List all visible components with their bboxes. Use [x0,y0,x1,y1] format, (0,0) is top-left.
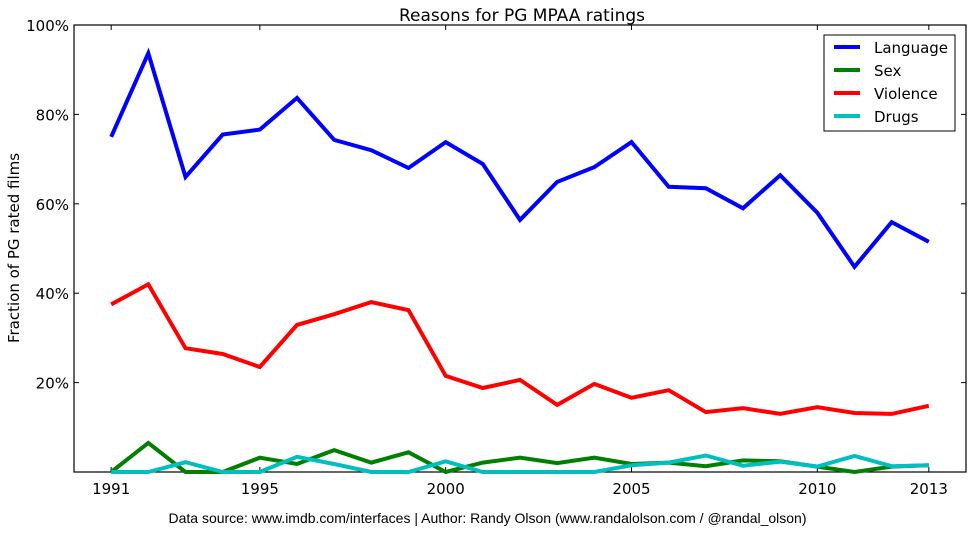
y-tick-label: 60% [36,196,69,214]
x-tick-label: 1995 [241,480,279,498]
y-tick-label: 80% [36,106,69,124]
footer-source: Data source: www.imdb.com/interfaces | A… [168,510,807,526]
y-tick-label: 20% [36,375,69,393]
legend: Language Sex Violence Drugs [823,34,956,132]
x-tick-label: 1991 [92,480,130,498]
series-lines [109,47,930,475]
y-tick-label: 40% [36,285,69,303]
series-line-violence [110,281,930,416]
legend-label-violence: Violence [874,85,938,103]
series-line-sex [109,440,929,475]
y-tick-label: 100% [26,17,69,35]
chart-title: Reasons for PG MPAA ratings [399,6,645,26]
series-line-language [109,47,930,271]
x-tick-label: 2013 [910,480,948,498]
series-line-drugs [111,453,929,474]
legend-label-sex: Sex [874,62,901,80]
legend-label-drugs: Drugs [874,108,919,126]
x-tick-label: 2005 [612,480,650,498]
legend-label-language: Language [874,39,948,57]
x-tick-label: 2010 [798,480,836,498]
y-axis-label: Fraction of PG rated films [5,153,23,343]
x-tick-label: 2000 [427,480,465,498]
